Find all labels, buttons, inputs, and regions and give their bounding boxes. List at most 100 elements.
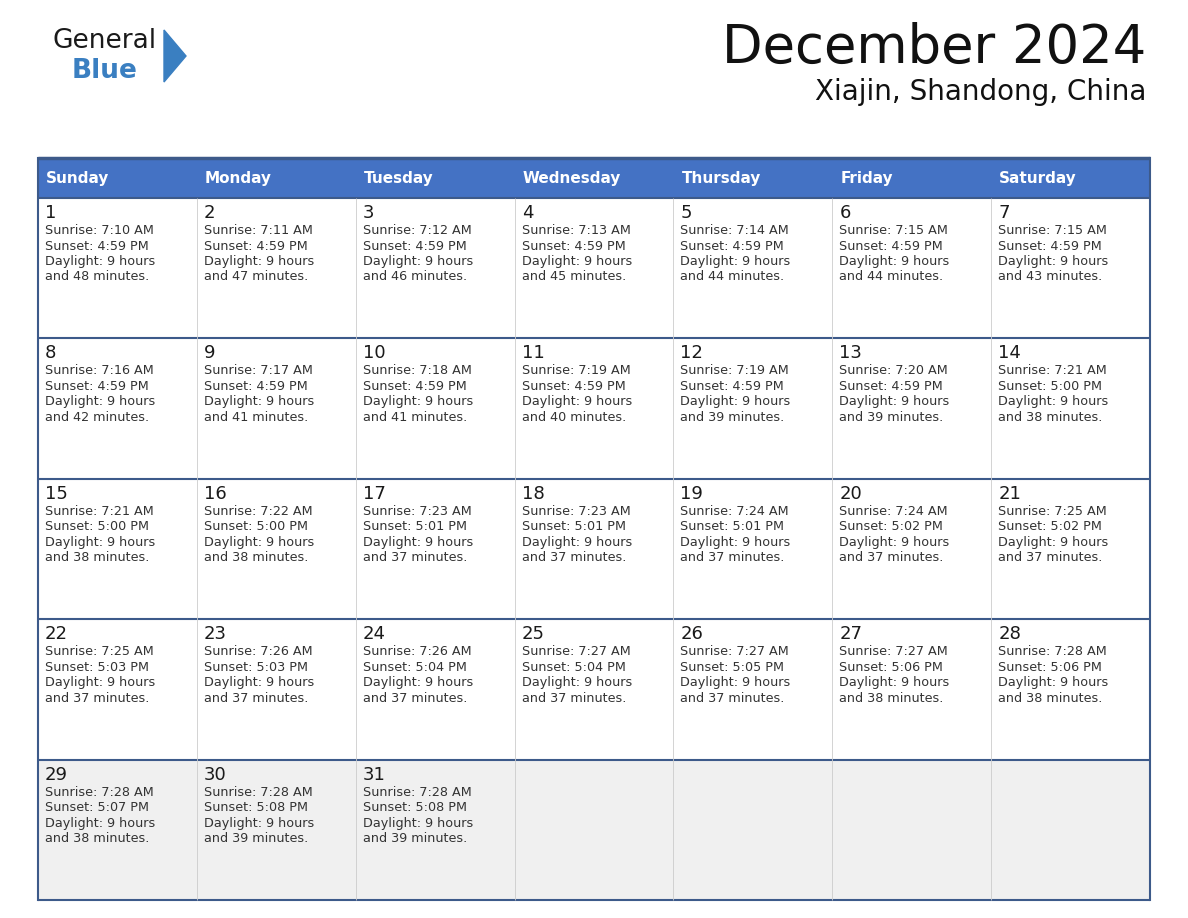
Text: 31: 31: [362, 766, 386, 784]
Text: and 41 minutes.: and 41 minutes.: [204, 411, 308, 424]
Bar: [833, 158, 991, 198]
Text: 20: 20: [839, 485, 862, 503]
Text: and 46 minutes.: and 46 minutes.: [362, 271, 467, 284]
Text: 30: 30: [204, 766, 227, 784]
Text: Daylight: 9 hours: Daylight: 9 hours: [204, 536, 314, 549]
Text: Daylight: 9 hours: Daylight: 9 hours: [522, 255, 632, 268]
Text: and 37 minutes.: and 37 minutes.: [362, 691, 467, 705]
Bar: [197, 620, 355, 759]
Text: Sunrise: 7:19 AM: Sunrise: 7:19 AM: [522, 364, 631, 377]
Text: 14: 14: [998, 344, 1020, 363]
Text: Sunset: 5:00 PM: Sunset: 5:00 PM: [45, 521, 148, 533]
Bar: [38, 339, 197, 479]
Text: Daylight: 9 hours: Daylight: 9 hours: [839, 255, 949, 268]
Text: and 38 minutes.: and 38 minutes.: [998, 411, 1102, 424]
Text: 5: 5: [681, 204, 691, 222]
Bar: [674, 158, 833, 198]
Bar: [833, 479, 991, 620]
Text: 24: 24: [362, 625, 386, 644]
Text: Daylight: 9 hours: Daylight: 9 hours: [45, 255, 156, 268]
Text: Daylight: 9 hours: Daylight: 9 hours: [522, 396, 632, 409]
Text: and 44 minutes.: and 44 minutes.: [681, 271, 784, 284]
Text: and 47 minutes.: and 47 minutes.: [204, 271, 308, 284]
Text: and 38 minutes.: and 38 minutes.: [998, 691, 1102, 705]
Bar: [514, 158, 674, 198]
Text: Sunset: 5:01 PM: Sunset: 5:01 PM: [681, 521, 784, 533]
Text: and 48 minutes.: and 48 minutes.: [45, 271, 150, 284]
Text: Sunrise: 7:14 AM: Sunrise: 7:14 AM: [681, 224, 789, 237]
Bar: [38, 620, 197, 759]
Bar: [355, 479, 514, 620]
Text: Sunrise: 7:25 AM: Sunrise: 7:25 AM: [45, 645, 153, 658]
Text: and 41 minutes.: and 41 minutes.: [362, 411, 467, 424]
Text: Sunset: 4:59 PM: Sunset: 4:59 PM: [839, 240, 943, 252]
Text: 15: 15: [45, 485, 68, 503]
Text: Sunrise: 7:25 AM: Sunrise: 7:25 AM: [998, 505, 1107, 518]
Text: Sunrise: 7:15 AM: Sunrise: 7:15 AM: [998, 224, 1107, 237]
Text: and 40 minutes.: and 40 minutes.: [522, 411, 626, 424]
Text: Daylight: 9 hours: Daylight: 9 hours: [362, 677, 473, 689]
Bar: [197, 158, 355, 198]
Bar: [991, 339, 1150, 479]
Text: 16: 16: [204, 485, 227, 503]
Bar: [991, 158, 1150, 198]
Text: Sunset: 4:59 PM: Sunset: 4:59 PM: [681, 240, 784, 252]
Bar: [674, 759, 833, 900]
Text: Sunrise: 7:24 AM: Sunrise: 7:24 AM: [681, 505, 789, 518]
Polygon shape: [164, 30, 187, 82]
Text: 27: 27: [839, 625, 862, 644]
Text: Sunrise: 7:21 AM: Sunrise: 7:21 AM: [998, 364, 1107, 377]
Text: Daylight: 9 hours: Daylight: 9 hours: [522, 677, 632, 689]
Bar: [355, 759, 514, 900]
Text: Daylight: 9 hours: Daylight: 9 hours: [839, 396, 949, 409]
Text: Sunrise: 7:15 AM: Sunrise: 7:15 AM: [839, 224, 948, 237]
Text: Thursday: Thursday: [682, 171, 760, 185]
Text: December 2024: December 2024: [722, 22, 1146, 74]
Text: and 37 minutes.: and 37 minutes.: [681, 691, 785, 705]
Text: and 38 minutes.: and 38 minutes.: [45, 552, 150, 565]
Bar: [38, 158, 197, 198]
Text: Sunrise: 7:13 AM: Sunrise: 7:13 AM: [522, 224, 631, 237]
Text: and 37 minutes.: and 37 minutes.: [681, 552, 785, 565]
Text: Sunset: 5:04 PM: Sunset: 5:04 PM: [522, 661, 625, 674]
Text: 2: 2: [204, 204, 215, 222]
Text: Daylight: 9 hours: Daylight: 9 hours: [839, 677, 949, 689]
Text: Daylight: 9 hours: Daylight: 9 hours: [362, 817, 473, 830]
Text: 9: 9: [204, 344, 215, 363]
Text: Daylight: 9 hours: Daylight: 9 hours: [204, 396, 314, 409]
Text: Sunset: 5:00 PM: Sunset: 5:00 PM: [204, 521, 308, 533]
Text: 7: 7: [998, 204, 1010, 222]
Text: and 38 minutes.: and 38 minutes.: [839, 691, 943, 705]
Bar: [674, 198, 833, 339]
Text: Sunset: 5:01 PM: Sunset: 5:01 PM: [522, 521, 626, 533]
Text: Sunrise: 7:26 AM: Sunrise: 7:26 AM: [362, 645, 472, 658]
Text: Daylight: 9 hours: Daylight: 9 hours: [45, 396, 156, 409]
Text: 25: 25: [522, 625, 544, 644]
Text: and 37 minutes.: and 37 minutes.: [522, 691, 626, 705]
Bar: [355, 198, 514, 339]
Text: Sunrise: 7:17 AM: Sunrise: 7:17 AM: [204, 364, 312, 377]
Text: and 37 minutes.: and 37 minutes.: [839, 552, 943, 565]
Text: Sunrise: 7:26 AM: Sunrise: 7:26 AM: [204, 645, 312, 658]
Text: Sunset: 4:59 PM: Sunset: 4:59 PM: [204, 380, 308, 393]
Text: Sunset: 5:03 PM: Sunset: 5:03 PM: [45, 661, 148, 674]
Text: Sunset: 5:06 PM: Sunset: 5:06 PM: [839, 661, 943, 674]
Text: 23: 23: [204, 625, 227, 644]
Text: and 39 minutes.: and 39 minutes.: [362, 832, 467, 845]
Text: and 43 minutes.: and 43 minutes.: [998, 271, 1102, 284]
Text: and 37 minutes.: and 37 minutes.: [998, 552, 1102, 565]
Text: Daylight: 9 hours: Daylight: 9 hours: [681, 677, 791, 689]
Text: Sunset: 4:59 PM: Sunset: 4:59 PM: [839, 380, 943, 393]
Text: Sunrise: 7:27 AM: Sunrise: 7:27 AM: [839, 645, 948, 658]
Text: Daylight: 9 hours: Daylight: 9 hours: [681, 536, 791, 549]
Text: and 42 minutes.: and 42 minutes.: [45, 411, 150, 424]
Text: 3: 3: [362, 204, 374, 222]
Bar: [674, 339, 833, 479]
Text: Sunset: 4:59 PM: Sunset: 4:59 PM: [998, 240, 1102, 252]
Text: Sunday: Sunday: [46, 171, 109, 185]
Text: Friday: Friday: [840, 171, 893, 185]
Text: Sunrise: 7:27 AM: Sunrise: 7:27 AM: [681, 645, 789, 658]
Text: Saturday: Saturday: [999, 171, 1076, 185]
Text: Daylight: 9 hours: Daylight: 9 hours: [362, 255, 473, 268]
Text: Sunset: 4:59 PM: Sunset: 4:59 PM: [522, 380, 625, 393]
